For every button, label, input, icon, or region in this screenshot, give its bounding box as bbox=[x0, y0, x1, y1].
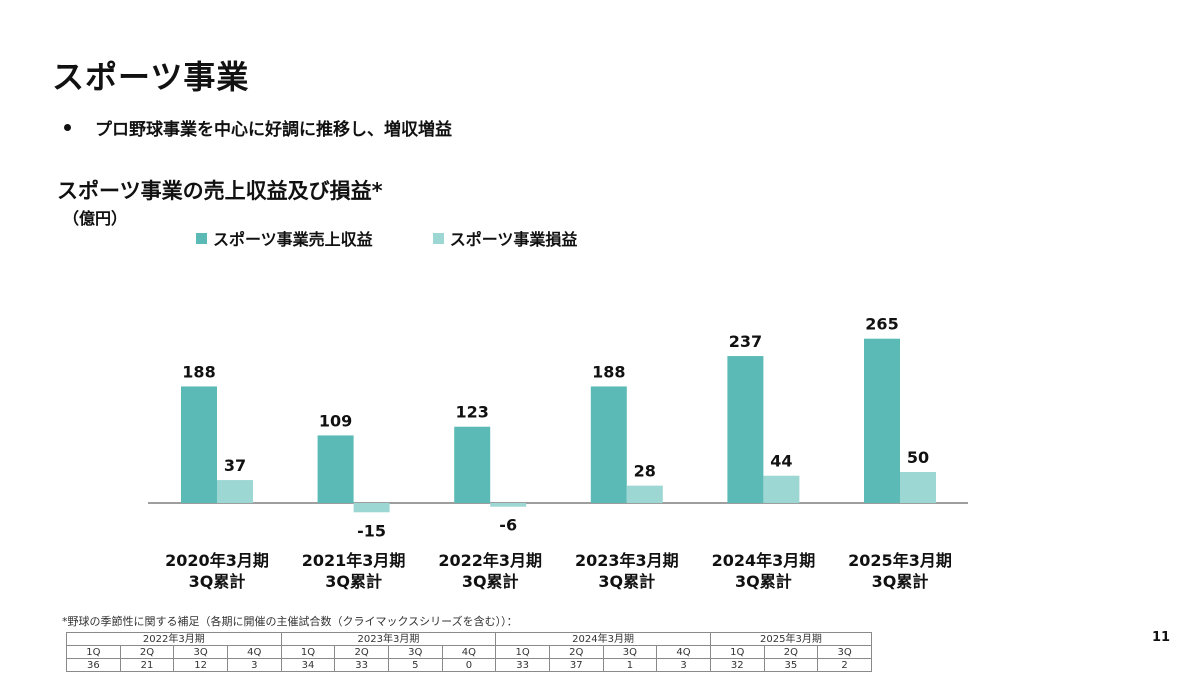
data-label-profit: -15 bbox=[357, 521, 386, 540]
category-label: 2020年3月期 bbox=[165, 551, 269, 570]
data-label-profit: 44 bbox=[770, 452, 792, 471]
games-table-quarter-cell: 1Q bbox=[709, 645, 765, 659]
bar-revenue bbox=[181, 386, 217, 503]
category-label: 3Q累計 bbox=[598, 572, 655, 591]
games-table-quarter-cell: 3Q bbox=[173, 645, 228, 659]
bar-profit bbox=[353, 503, 390, 513]
data-label-profit: -6 bbox=[499, 516, 517, 535]
category-label: 2024年3月期 bbox=[712, 551, 816, 570]
games-table-year-cell: 2023年3月期 bbox=[280, 632, 497, 646]
summary-text: プロ野球事業を中心に好調に推移し、増収増益 bbox=[95, 120, 452, 140]
bar-revenue bbox=[454, 426, 491, 503]
games-table-value-cell: 33 bbox=[334, 658, 389, 672]
bar-profit bbox=[626, 485, 663, 503]
data-label-revenue: 123 bbox=[455, 403, 488, 422]
category-label: 3Q累計 bbox=[462, 572, 519, 591]
games-table-quarter-cell: 3Q bbox=[387, 645, 443, 659]
data-label-revenue: 188 bbox=[592, 362, 625, 381]
games-table-quarter-cell: 1Q bbox=[66, 645, 121, 659]
data-label-profit: 28 bbox=[634, 462, 656, 481]
games-table-quarter-cell: 2Q bbox=[763, 645, 819, 659]
games-table-value-row: 36 21 12 3 34 33 5 0 33 37 1 3 32 35 2 bbox=[66, 658, 872, 672]
bullet-dot-icon bbox=[64, 124, 71, 131]
chart-legend: スポーツ事業売上収益 スポーツ事業損益 bbox=[196, 226, 637, 250]
games-table-value-cell: 0 bbox=[441, 658, 497, 672]
games-table-value-cell: 12 bbox=[173, 658, 228, 672]
games-table-value-cell: 3 bbox=[226, 658, 282, 672]
games-table-quarter-row: 1Q 2Q 3Q 4Q 1Q 2Q 3Q 4Q 1Q 2Q 3Q 4Q 1Q 2Q 3Q bbox=[66, 645, 872, 659]
category-label: 3Q累計 bbox=[189, 572, 246, 591]
bar-revenue bbox=[590, 386, 627, 503]
games-table-year-cell: 2024年3月期 bbox=[495, 632, 711, 646]
games-table-year-cell: 2025年3月期 bbox=[709, 632, 873, 646]
games-table-value-cell: 35 bbox=[763, 658, 819, 672]
category-label: 3Q累計 bbox=[872, 572, 929, 591]
category-label: 2025年3月期 bbox=[848, 551, 952, 570]
games-table-quarter-cell: 1Q bbox=[280, 645, 336, 659]
bar-profit bbox=[900, 472, 936, 503]
games-table-value-cell: 5 bbox=[387, 658, 443, 672]
games-table-value-cell: 37 bbox=[548, 658, 604, 672]
bar-profit bbox=[763, 475, 800, 503]
bar-profit bbox=[217, 480, 253, 503]
category-label: 2023年3月期 bbox=[575, 551, 679, 570]
summary-bullet: プロ野球事業を中心に好調に推移し、増収増益 bbox=[64, 115, 452, 140]
legend-swatch-revenue bbox=[196, 232, 207, 244]
games-table-quarter-cell: 2Q bbox=[334, 645, 389, 659]
bar-profit bbox=[490, 503, 527, 507]
games-table-quarter-cell: 4Q bbox=[226, 645, 282, 659]
games-table-quarter-cell: 3Q bbox=[602, 645, 658, 659]
legend-label-revenue: スポーツ事業売上収益 bbox=[213, 230, 373, 249]
data-label-revenue: 109 bbox=[319, 411, 352, 430]
data-label-revenue: 188 bbox=[182, 362, 215, 381]
data-label-profit: 50 bbox=[907, 448, 929, 467]
category-label: 2021年3月期 bbox=[302, 551, 406, 570]
legend-item-profit: スポーツ事業損益 bbox=[432, 226, 578, 250]
bar-revenue bbox=[864, 338, 900, 503]
legend-swatch-profit bbox=[432, 232, 444, 244]
games-table-value-cell: 21 bbox=[119, 658, 175, 672]
data-label-revenue: 265 bbox=[865, 315, 898, 334]
chart-title: スポーツ事業の売上収益及び損益* bbox=[57, 179, 383, 203]
legend-item-revenue: スポーツ事業売上収益 bbox=[196, 226, 373, 250]
data-label-profit: 37 bbox=[224, 456, 246, 475]
bar-revenue bbox=[727, 356, 764, 503]
games-table-quarter-cell: 3Q bbox=[817, 645, 872, 659]
games-table-value-cell: 34 bbox=[280, 658, 336, 672]
bar-revenue bbox=[317, 435, 354, 503]
unit-label: （億円） bbox=[63, 209, 128, 228]
games-table-quarter-cell: 4Q bbox=[656, 645, 711, 659]
data-label-revenue: 237 bbox=[729, 332, 762, 351]
category-label: 3Q累計 bbox=[325, 572, 382, 591]
games-table-quarter-cell: 2Q bbox=[548, 645, 604, 659]
legend-label-profit: スポーツ事業損益 bbox=[449, 230, 578, 249]
games-table-year-row: 2022年3月期 2023年3月期 2024年3月期 2025年3月期 bbox=[66, 632, 873, 646]
games-table-value-cell: 33 bbox=[495, 658, 550, 672]
games-table-value-cell: 3 bbox=[656, 658, 711, 672]
category-label: 3Q累計 bbox=[735, 572, 792, 591]
games-table-year-cell: 2022年3月期 bbox=[66, 632, 282, 646]
home-games-table: 2022年3月期 2023年3月期 2024年3月期 2025年3月期 1Q 2Q 3Q 4… bbox=[66, 632, 873, 672]
games-table-quarter-cell: 1Q bbox=[495, 645, 550, 659]
page-number: 11 bbox=[1152, 630, 1171, 645]
games-table-value-cell: 36 bbox=[66, 658, 121, 672]
games-table-value-cell: 2 bbox=[817, 658, 872, 672]
games-table-value-cell: 1 bbox=[602, 658, 658, 672]
footnote: *野球の季節性に関する補足（各期に開催の主催試合数（クライマックスシリーズを含む… bbox=[62, 615, 518, 628]
games-table-quarter-cell: 4Q bbox=[441, 645, 497, 659]
page-title: スポーツ事業 bbox=[52, 58, 250, 96]
games-table-quarter-cell: 2Q bbox=[119, 645, 175, 659]
games-table-value-cell: 32 bbox=[709, 658, 765, 672]
category-label: 2022年3月期 bbox=[438, 551, 542, 570]
